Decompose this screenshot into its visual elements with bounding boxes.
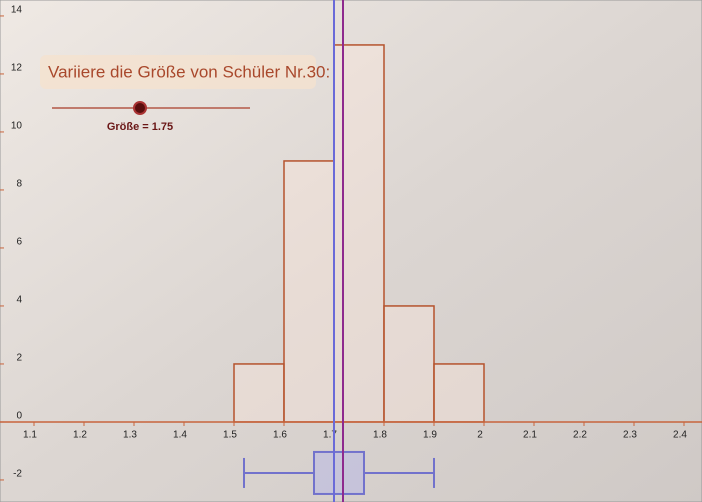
y-tick-label: 2 [16,353,22,364]
x-tick-label: 2.3 [623,430,637,441]
histogram-bar [383,305,435,423]
box [313,450,365,495]
y-tick-label: 8 [16,179,22,190]
x-tick-label: 1.3 [123,430,137,441]
y-tick-label: 14 [11,5,23,16]
x-tick-label: 2.4 [673,430,687,441]
x-tick-label: 2 [477,430,483,441]
y-tick-label: 10 [11,121,23,132]
y-tick-label: 6 [16,237,22,248]
histogram-bar [333,44,385,423]
x-tick-label: 1.7 [323,430,337,441]
y-tick-label: 0 [16,411,22,422]
histogram-bar [233,363,285,423]
x-tick-label: 2.1 [523,430,537,441]
x-tick-label: 1.4 [173,430,187,441]
x-tick-label: 1.6 [273,430,287,441]
slider-label: Größe = 1.75 [107,121,173,133]
x-tick-label: 1.1 [23,430,37,441]
histogram-bar [433,363,485,423]
y-tick-label: 4 [16,295,22,306]
title-box [40,55,316,89]
slider-handle[interactable] [133,101,147,115]
x-tick-label: 2.2 [573,430,587,441]
y-tick-label: -2 [13,469,22,480]
title: Variiere die Größe von Schüler Nr.30: [48,62,330,81]
x-tick-label: 1.9 [423,430,437,441]
histogram-bar [283,160,335,423]
x-tick-label: 1.5 [223,430,237,441]
x-tick-label: 1.2 [73,430,87,441]
y-tick-label: 12 [11,63,23,74]
x-tick-label: 1.8 [373,430,387,441]
